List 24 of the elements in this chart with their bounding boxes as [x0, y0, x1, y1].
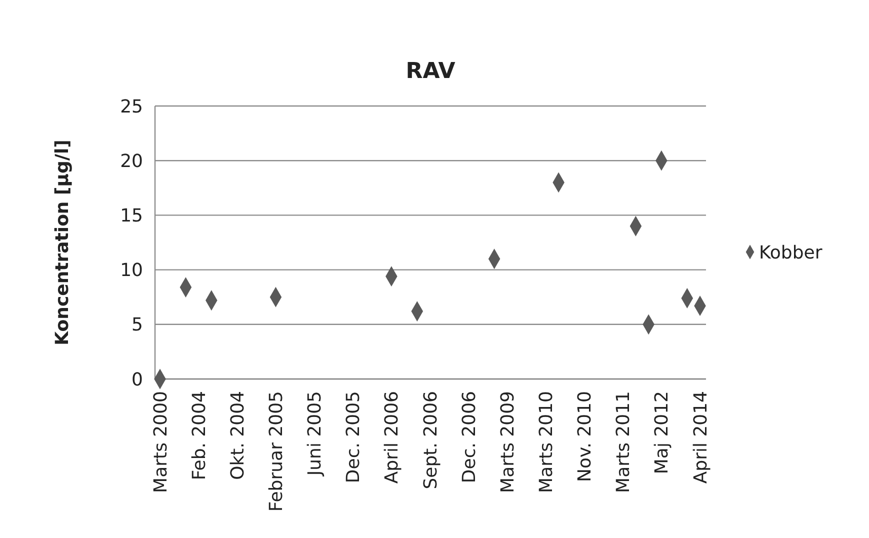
x-tick-label: April 2014 — [690, 391, 712, 484]
y-tick-label: 25 — [120, 96, 143, 118]
y-axis-title: Koncentration [µg/l] — [52, 140, 73, 346]
x-tick-label: Marts 2000 — [150, 391, 172, 493]
x-tick-label: Februar 2005 — [266, 391, 288, 512]
y-tick-label: 0 — [132, 369, 143, 390]
x-tick-label: Dec. 2006 — [458, 391, 480, 484]
x-tick-label: Dec. 2005 — [343, 391, 364, 484]
x-tick-label: Maj 2012 — [652, 391, 673, 474]
y-tick-label: 10 — [120, 260, 143, 282]
x-tick-label: Feb. 2004 — [188, 391, 210, 480]
legend-label: Kobber — [759, 242, 823, 264]
x-tick-label: Nov. 2010 — [574, 391, 596, 482]
x-tick-label: Sept. 2006 — [420, 391, 442, 490]
y-tick-label: 15 — [120, 206, 143, 226]
x-tick-label: Juni 2005 — [304, 391, 326, 477]
x-tick-label: April 2006 — [382, 391, 403, 484]
x-tick-label: Marts 2011 — [613, 391, 634, 493]
y-tick-label: 5 — [132, 314, 143, 336]
chart-title: RAV — [406, 59, 456, 84]
y-tick-label: 20 — [120, 150, 143, 172]
x-tick-label: Okt. 2004 — [227, 391, 248, 480]
x-tick-label: Marts 2010 — [536, 391, 558, 493]
x-tick-label: Marts 2009 — [497, 391, 518, 493]
